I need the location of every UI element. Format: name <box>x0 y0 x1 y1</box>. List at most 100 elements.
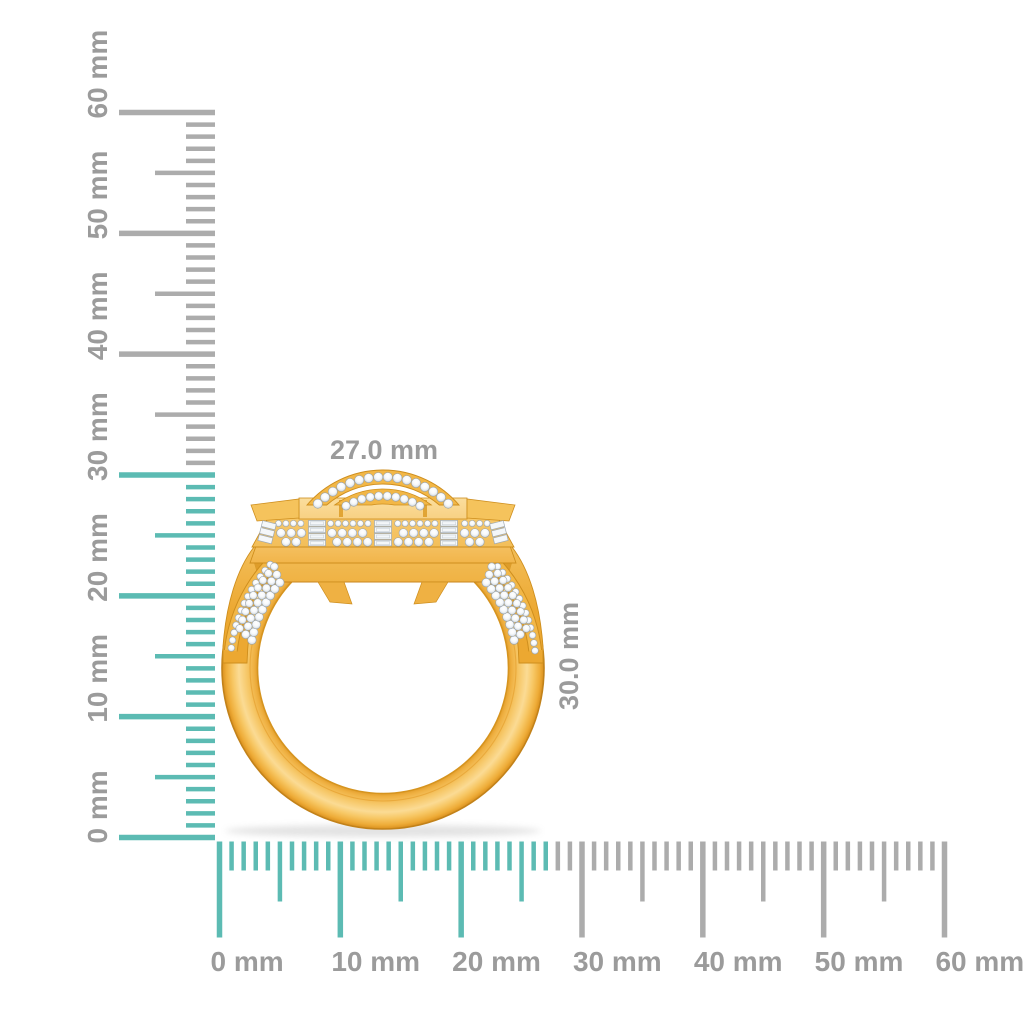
round-diamond <box>227 644 235 652</box>
baguette-diamond <box>374 526 392 534</box>
round-diamond <box>357 494 367 504</box>
round-diamond <box>276 528 286 538</box>
baguette-facet <box>441 528 456 532</box>
round-diamond <box>416 520 424 527</box>
baguette-diamond <box>374 520 392 527</box>
round-diamond <box>428 486 439 497</box>
round-diamond <box>290 520 297 527</box>
round-diamond <box>241 607 250 616</box>
round-diamond <box>382 472 393 482</box>
left-wing <box>250 498 300 522</box>
round-diamond <box>498 576 508 585</box>
round-diamond <box>431 520 439 527</box>
round-diamond <box>262 583 271 593</box>
round-diamond <box>245 599 254 608</box>
baguette-facet <box>441 521 456 525</box>
round-diamond <box>373 472 384 482</box>
baguette-facet <box>441 534 456 539</box>
horizontal-ruler: 0 mm 10 mm 20 mm 30 mm 40 mm 50 mm 60 mm <box>211 841 1024 977</box>
round-diamond <box>253 583 263 592</box>
right-prong <box>413 581 449 605</box>
baguette-facet <box>375 528 390 532</box>
baguette-facet <box>441 541 456 545</box>
round-diamond <box>281 537 291 547</box>
round-diamond <box>327 528 337 538</box>
baguette-diamond <box>260 520 277 531</box>
round-diamond <box>407 497 417 507</box>
ring-diamonds <box>227 472 539 655</box>
round-diamond <box>327 486 338 497</box>
right-wing <box>466 498 516 522</box>
round-diamond <box>483 520 491 527</box>
baguette-facet <box>375 541 390 545</box>
round-diamond <box>516 607 525 616</box>
baguette-facet <box>309 521 324 525</box>
v-ruler-label-10: 10 mm <box>82 634 113 723</box>
round-diamond <box>374 491 384 501</box>
round-diamond <box>443 498 454 509</box>
baguette-diamond <box>489 520 506 531</box>
baguette-diamond <box>374 539 392 547</box>
round-diamond <box>275 578 285 588</box>
round-diamond <box>515 630 525 639</box>
round-diamond <box>415 501 425 511</box>
round-diamond <box>241 630 251 639</box>
round-diamond <box>459 528 470 538</box>
round-diamond <box>411 478 421 488</box>
round-diamond <box>484 570 494 580</box>
edge-rail-rim <box>500 559 543 650</box>
round-diamond <box>470 528 480 538</box>
round-diamond <box>513 621 523 631</box>
h-ruler-label-40: 40 mm <box>694 946 783 977</box>
baguette-diamond <box>308 539 326 547</box>
round-diamond <box>364 520 372 527</box>
edge-rail-rim <box>223 559 266 650</box>
round-diamond <box>382 491 392 501</box>
round-diamond <box>522 624 531 633</box>
round-diamond <box>475 537 485 547</box>
round-diamond <box>267 576 276 586</box>
v-ruler-label-60: 60 mm <box>82 30 113 119</box>
round-diamond <box>507 606 517 615</box>
round-diamond <box>334 520 342 527</box>
round-diamond <box>342 537 352 547</box>
round-diamond <box>495 583 504 593</box>
round-diamond <box>228 636 237 644</box>
round-diamond <box>297 520 305 527</box>
round-diamond <box>345 478 355 488</box>
round-diamond <box>275 520 282 527</box>
h-ruler-label-60: 60 mm <box>935 946 1024 977</box>
h-ruler-label-10: 10 mm <box>331 946 420 977</box>
round-diamond <box>249 591 258 600</box>
h-ruler-label-20: 20 mm <box>452 946 541 977</box>
round-diamond <box>490 576 499 586</box>
round-diamond <box>499 590 509 600</box>
round-diamond <box>264 569 273 578</box>
baguette-facet <box>309 528 324 532</box>
round-diamond <box>424 520 431 527</box>
bezel-lip <box>249 545 517 564</box>
ring-shadow <box>225 825 541 837</box>
h-ruler-label-0: 0 mm <box>211 946 284 977</box>
baguette-diamond <box>374 533 392 540</box>
round-diamond <box>464 537 475 547</box>
baguette-diamond <box>308 526 326 534</box>
v-ruler-label-50: 50 mm <box>82 151 113 240</box>
round-diamond <box>235 624 244 633</box>
round-diamond <box>510 613 520 623</box>
baguette-diamond <box>259 527 276 538</box>
end-baguette-stack <box>257 520 277 545</box>
baguette-diamond <box>440 533 458 540</box>
round-diamond <box>341 501 351 511</box>
baguette-diamond <box>440 526 458 534</box>
ring-drop-shadow <box>225 825 541 837</box>
baguette-facet <box>375 521 390 525</box>
round-diamond <box>352 537 363 547</box>
round-diamond <box>342 520 349 527</box>
baguette-diamond <box>440 539 458 547</box>
round-diamond <box>272 570 282 580</box>
round-diamond <box>480 528 490 538</box>
round-diamond <box>391 492 401 502</box>
baguette-diamond <box>308 533 326 540</box>
round-diamond <box>403 537 414 547</box>
